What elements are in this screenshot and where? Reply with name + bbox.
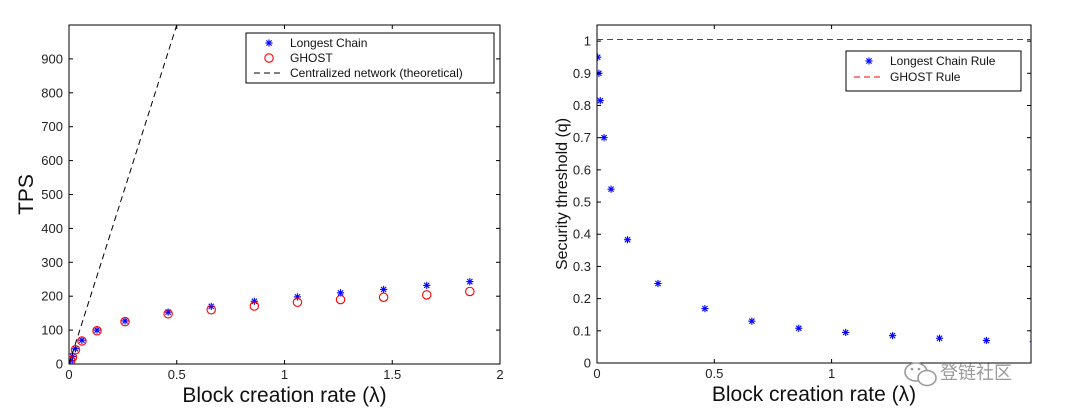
security-x-tick-label: 1 [828,366,835,381]
tps-y-tick-label: 0 [56,357,63,372]
security-y-tick-label: 0.8 [573,98,591,113]
tps-point [423,281,431,289]
security-legend-entry: Longest Chain Rule [865,54,996,68]
watermark-text: 登链社区 [940,363,1012,384]
security-y-tick-label: 0.4 [573,227,591,242]
security-legend-marker [865,57,873,65]
tps-x-tick-label: 2 [496,367,503,382]
security-point [600,134,608,142]
tps-point [121,317,129,325]
tps-point [70,345,81,355]
security-legend-entry: GHOST Rule [854,70,961,84]
tps-point [465,286,475,297]
tps-x-tick-label: 0 [65,367,72,382]
tps-legend-label: GHOST [290,51,333,65]
security-point [795,324,803,332]
security-series-0 [597,53,1031,345]
tps-y-tick-label: 400 [41,221,63,236]
tps-chart: 0 0.5 1 1.5 2 0 100 200 300 400 500 600 700 800 900 B… [15,24,504,407]
security-point [607,185,615,193]
security-y-tick-label: 0.2 [573,291,591,306]
tps-point [249,301,260,311]
security-y-tick-label: 0.6 [573,162,591,177]
tps-y-tick-label: 500 [41,187,63,202]
watermark: 登链社区 [904,362,1012,387]
security-y-tick-label: 0.9 [573,66,591,81]
tps-x-tick-label: 1 [281,367,288,382]
tps-legend-entry: GHOST [264,51,333,65]
wechat-icon [904,362,937,387]
security-x-axis-label: Block creation rate (λ) [712,383,916,406]
security-legend-label: GHOST Rule [890,70,961,84]
tps-point [380,285,388,294]
tps-point [120,316,130,327]
tps-x-tick-label: 1.5 [383,367,401,382]
tps-x-tick-label: 0.5 [168,367,186,382]
tps-point [466,278,474,286]
security-x-tick-label: 0 [593,366,600,381]
tps-y-tick-label: 300 [41,255,63,270]
tps-legend-marker [265,39,273,47]
security-x-tick-label: 0.5 [705,366,723,381]
tps-y-axis-label: TPS [15,174,38,215]
tps-point [292,297,303,308]
security-point [935,334,944,342]
security-point [623,236,632,244]
security-y-tick-label: 0.5 [573,195,591,210]
security-point [597,97,604,105]
security-y-axis-label: Security threshold (q) [554,118,571,270]
security-chart: 0 0.5 1 0 0.1 0.2 0.3 0.4 0.5 0.6 0.7 0.8 0.9 1 Bloc… [554,24,1032,406]
security-legend-label: Longest Chain Rule [890,54,996,68]
tps-point [206,305,216,315]
security-point [1029,338,1031,345]
tps-y-tick-label: 200 [41,289,63,304]
security-point [597,53,602,61]
security-y-tick-label: 0.3 [573,259,591,274]
security-plot-frame [596,24,1032,364]
security-y-tick-label: 0.7 [573,130,591,145]
security-y-tick-label: 0.1 [573,323,591,338]
tps-y-tick-label: 700 [41,119,63,134]
tps-y-tick-label: 800 [41,85,63,100]
tps-y-tick-label: 600 [41,153,63,168]
tps-point [93,326,101,334]
security-point [748,317,756,325]
tps-x-axis-label: Block creation rate (λ) [182,384,386,407]
tps-legend-marker [264,53,274,63]
tps-point [163,309,173,319]
tps-series-0 [69,278,474,364]
security-point [842,328,850,337]
security-y-tick-label: 0 [584,356,591,371]
tps-series-2 [69,25,178,364]
security-y-tick-label: 1 [584,34,591,49]
tps-y-tick-label: 100 [41,323,63,338]
tps-series-1 [69,286,475,364]
tps-point [421,290,432,300]
tps-legend-entry: Centralized network (theoretical) [254,66,463,80]
security-point [701,304,709,313]
security-point [654,279,662,288]
tps-legend-label: Centralized network (theoretical) [290,66,463,80]
security-legend: Longest Chain Rule GHOST Rule [845,50,1022,92]
security-point [888,332,897,340]
tps-point [77,336,87,346]
tps-point [78,336,86,344]
tps-series-line [69,25,178,364]
tps-legend-label: Longest Chain [290,36,367,50]
tps-point [378,292,389,302]
tps-y-tick-label: 900 [41,51,63,66]
tps-point [335,294,346,305]
security-point [982,336,991,345]
tps-legend-entry: Longest Chain [265,36,367,50]
tps-point [92,326,102,336]
